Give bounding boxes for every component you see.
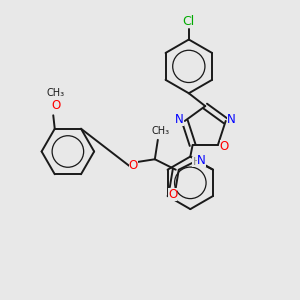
Text: O: O bbox=[129, 159, 138, 172]
Text: CH₃: CH₃ bbox=[46, 88, 65, 98]
Text: H: H bbox=[193, 157, 201, 167]
Text: CH₃: CH₃ bbox=[151, 127, 169, 136]
Text: Cl: Cl bbox=[183, 15, 195, 28]
Text: N: N bbox=[175, 113, 184, 126]
Text: O: O bbox=[220, 140, 229, 153]
Text: O: O bbox=[168, 188, 177, 201]
Text: O: O bbox=[51, 99, 60, 112]
Text: N: N bbox=[197, 154, 206, 167]
Text: N: N bbox=[227, 113, 236, 126]
